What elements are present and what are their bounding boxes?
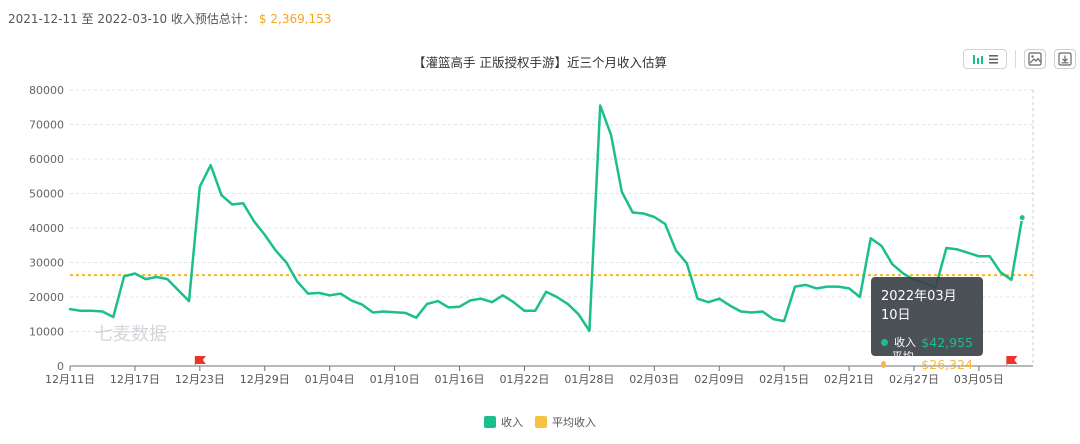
y-tick-label: 70000	[29, 119, 64, 132]
revenue-last-point	[1018, 214, 1026, 222]
y-tick-label: 0	[57, 360, 64, 373]
y-tick-label: 10000	[29, 326, 64, 339]
x-tick-label: 02月21日	[824, 373, 874, 386]
tooltip-revenue-dot	[881, 338, 888, 346]
event-flag-icon	[1006, 356, 1018, 366]
x-tick-label: 01月16日	[435, 373, 485, 386]
image-icon	[1028, 52, 1042, 66]
total-revenue: $ 2,369,153	[258, 12, 332, 26]
event-flag-icon	[194, 356, 206, 366]
x-tick-label: 12月23日	[175, 373, 225, 386]
y-tick-label: 20000	[29, 291, 64, 304]
legend-item-revenue[interactable]: 收入	[484, 414, 523, 430]
tooltip-average-value: $26,324	[921, 356, 973, 372]
revenue-summary: 2021-12-11 至 2022-03-10 收入预估总计： $ 2,369,1…	[8, 10, 331, 27]
chart-tooltip: 2022年03月10日 收入 $42,955 平均收入 $26,324	[871, 277, 983, 379]
x-tick-label: 02月15日	[759, 373, 809, 386]
legend-swatch-average	[535, 416, 547, 428]
series-revenue-line	[68, 104, 1024, 333]
tooltip-revenue-value: $42,955	[921, 334, 973, 350]
y-tick-label: 40000	[29, 222, 64, 235]
x-tick-label: 02月09日	[694, 373, 744, 386]
tooltip-date: 2022年03月10日	[881, 289, 957, 323]
x-tick-label: 01月22日	[499, 373, 549, 386]
tooltip-average-label: 平均收入	[891, 350, 914, 379]
watermark: 七麦数据	[95, 324, 167, 345]
toolbar-divider	[1015, 50, 1016, 68]
x-tick-label: 02月03日	[629, 373, 679, 386]
y-tick-label: 80000	[29, 84, 64, 97]
chart-legend: 收入 平均收入	[0, 414, 1080, 430]
x-tick-label: 01月04日	[305, 373, 355, 386]
y-tick-label: 30000	[29, 257, 64, 270]
save-image-button[interactable]	[1024, 49, 1046, 69]
x-tick-label: 01月28日	[564, 373, 614, 386]
date-range-text: 2021-12-11 至 2022-03-10 收入预估总计：	[8, 12, 255, 26]
tooltip-revenue-label: 收入	[894, 336, 916, 349]
chart-title: 【灌篮高手 正版授权手游】近三个月收入估算	[413, 55, 667, 70]
x-tick-label: 01月10日	[370, 373, 420, 386]
x-tick-label: 03月05日	[954, 373, 1004, 386]
tooltip-row-revenue: 收入 $42,955	[881, 331, 973, 353]
tooltip-average-dot	[881, 360, 886, 368]
x-tick-label: 12月11日	[45, 373, 95, 386]
x-tick-label: 12月29日	[240, 373, 290, 386]
download-icon	[1058, 52, 1072, 66]
tooltip-row-average: 平均收入 $26,324	[881, 350, 973, 379]
chart-toolbar	[955, 49, 1076, 69]
download-button[interactable]	[1054, 49, 1076, 69]
y-tick-label: 50000	[29, 188, 64, 201]
y-tick-label: 60000	[29, 153, 64, 166]
x-tick-label: 12月17日	[110, 373, 160, 386]
x-tick-label: 02月27日	[889, 373, 939, 386]
legend-item-average[interactable]: 平均收入	[535, 414, 596, 430]
bar-line-toggle-icon	[973, 55, 998, 64]
legend-label-revenue: 收入	[501, 416, 523, 429]
legend-swatch-revenue	[484, 416, 496, 428]
bar-line-toggle-button[interactable]	[963, 49, 1007, 69]
legend-label-average: 平均收入	[552, 416, 596, 429]
